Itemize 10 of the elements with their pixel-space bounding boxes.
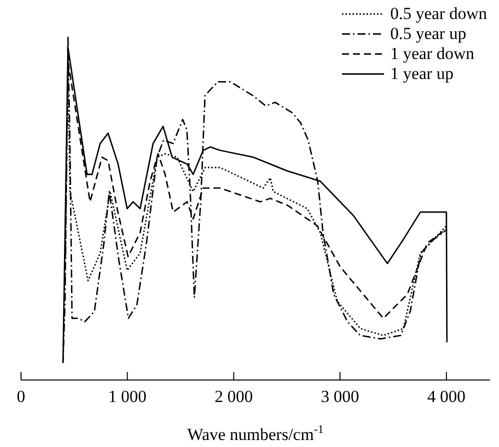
- x-tick-label: 1 000: [108, 387, 146, 406]
- x-tick-label: 3 000: [320, 387, 360, 406]
- legend-label: 1 year down: [390, 44, 474, 64]
- x-tick-label: 2 000: [214, 387, 253, 406]
- x-axis-title: Wave numbers/cm$^{-1}$: [187, 422, 324, 444]
- x-tick-label: 4 000: [427, 387, 466, 406]
- legend-label: 0.5 year up: [390, 24, 466, 44]
- legend-label: 1 year up: [390, 64, 454, 84]
- legend-label: 0.5 year down: [390, 4, 487, 24]
- x-tick-label: 0: [16, 387, 26, 406]
